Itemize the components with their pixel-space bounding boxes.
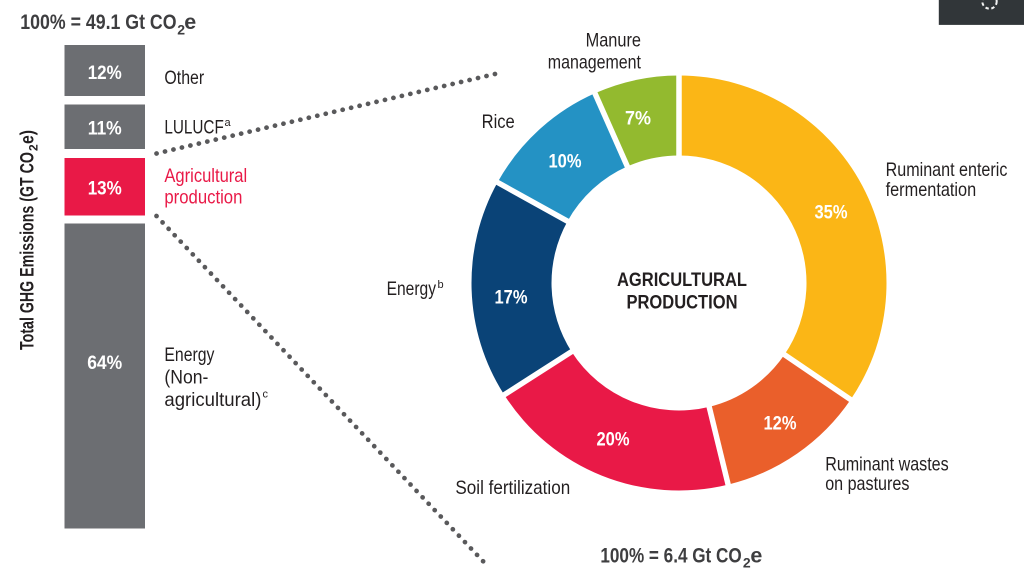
svg-text:a: a [225, 117, 232, 129]
svg-text:LULUCF: LULUCF [164, 117, 223, 139]
svg-text:2: 2 [743, 555, 751, 571]
svg-text:Rice: Rice [482, 111, 515, 133]
svg-text:on pastures: on pastures [825, 473, 909, 495]
svg-text:Other: Other [164, 67, 204, 89]
svg-text:Agricultural: Agricultural [164, 165, 247, 187]
svg-text:management: management [548, 51, 642, 73]
svg-text:Ruminant enteric: Ruminant enteric [886, 159, 1008, 181]
svg-text:12%: 12% [764, 413, 797, 435]
svg-text:c: c [263, 389, 269, 401]
svg-text:b: b [438, 279, 444, 291]
svg-text:2: 2 [27, 144, 41, 151]
svg-text:11%: 11% [88, 118, 122, 140]
svg-text:13%: 13% [88, 178, 122, 200]
svg-text:PRODUCTION: PRODUCTION [627, 292, 738, 314]
svg-text:Energy: Energy [387, 278, 437, 300]
svg-text:64%: 64% [87, 352, 122, 374]
svg-text:100% = 49.1 Gt CO: 100% = 49.1 Gt CO [20, 10, 176, 34]
svg-text:7%: 7% [625, 108, 651, 130]
svg-text:production: production [164, 187, 242, 209]
svg-text:e: e [750, 544, 762, 568]
svg-text:10%: 10% [549, 151, 582, 173]
svg-text:e: e [184, 10, 196, 34]
svg-text:fermentation: fermentation [886, 179, 977, 201]
svg-text:20%: 20% [597, 429, 630, 451]
svg-text:35%: 35% [815, 202, 848, 224]
svg-text:e): e) [18, 130, 39, 144]
svg-text:Soil fertilization: Soil fertilization [455, 477, 570, 499]
svg-text:17%: 17% [495, 287, 528, 309]
svg-text:Total GHG Emissions (GT CO: Total GHG Emissions (GT CO [18, 152, 39, 350]
svg-text:Ruminant wastes: Ruminant wastes [825, 454, 949, 476]
svg-text:100% = 6.4 Gt CO: 100% = 6.4 Gt CO [600, 544, 741, 568]
svg-text:2: 2 [177, 21, 185, 37]
svg-text:Energy: Energy [164, 344, 214, 366]
svg-text:12%: 12% [88, 62, 122, 84]
svg-text:AGRICULTURAL: AGRICULTURAL [617, 269, 747, 291]
svg-text:Manure: Manure [586, 29, 641, 51]
svg-text:agricultural): agricultural) [164, 389, 261, 411]
svg-text:(Non-: (Non- [164, 367, 208, 389]
